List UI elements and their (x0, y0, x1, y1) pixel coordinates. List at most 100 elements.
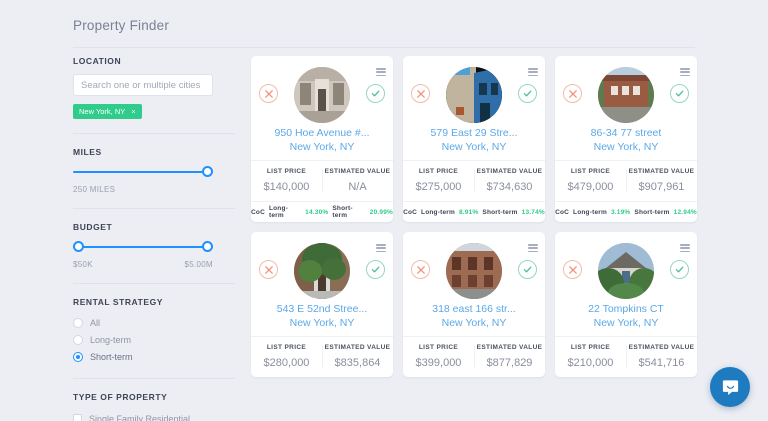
accept-property-button[interactable] (366, 260, 385, 279)
estimated-value-header: ESTIMATED VALUE (476, 168, 543, 175)
divider (555, 336, 697, 337)
list-price-cell: LIST PRICE $399,000 (403, 344, 474, 369)
hamburger-menu-icon[interactable] (680, 243, 690, 253)
miles-slider-knob[interactable] (202, 166, 213, 177)
list-price-header: LIST PRICE (570, 168, 611, 175)
budget-slider[interactable] (73, 240, 213, 254)
accept-property-button[interactable] (670, 260, 689, 279)
property-title[interactable]: 86-34 77 street (590, 127, 662, 139)
hamburger-menu-icon[interactable] (528, 67, 538, 77)
property-card[interactable]: 318 east 166 str... New York, NY LIST PRIC… (403, 232, 545, 377)
short-term-label: Short-term (332, 205, 353, 219)
list-price-value: $140,000 (263, 181, 310, 193)
search-input[interactable] (73, 74, 213, 96)
budget-slider-knob-min[interactable] (73, 241, 84, 252)
property-title[interactable]: 318 east 166 str... (432, 303, 516, 315)
hamburger-menu-icon[interactable] (528, 243, 538, 253)
coc-label: CoC (555, 208, 570, 216)
accept-property-button[interactable] (518, 260, 537, 279)
property-card-grid: 950 Hoe Avenue #... New York, NY LIST PRIC… (251, 56, 699, 377)
property-card[interactable]: 22 Tompkins CT New York, NY LIST PRICE $210… (555, 232, 697, 377)
property-card[interactable]: 86-34 77 street New York, NY LIST PRICE $47… (555, 56, 697, 222)
location-chip[interactable]: New York, NY × (73, 104, 142, 119)
radio-option-short-term[interactable]: Short-term (73, 349, 235, 364)
accept-property-button[interactable] (670, 84, 689, 103)
property-city: New York, NY (441, 141, 507, 153)
coc-label: CoC (403, 208, 418, 216)
miles-slider[interactable] (73, 165, 213, 179)
reject-property-button[interactable] (563, 260, 582, 279)
radio-option-long-term[interactable]: Long-term (73, 332, 235, 347)
page-header: Property Finder (73, 18, 695, 48)
estimated-value-value: $907,961 (638, 181, 685, 193)
list-price-cell: LIST PRICE $140,000 (251, 168, 322, 193)
location-label: LOCATION (73, 56, 122, 66)
divider (73, 283, 235, 284)
miles-label: MILES (73, 147, 102, 157)
filter-budget: BUDGET $50K $5.00M (73, 222, 235, 269)
checkbox-icon[interactable] (73, 414, 82, 421)
property-card[interactable]: 543 E 52nd Stree... New York, NY LIST PRIC… (251, 232, 393, 377)
estimated-value-cell: ESTIMATED VALUE $877,829 (474, 344, 545, 369)
estimated-value-cell: ESTIMATED VALUE $907,961 (626, 168, 697, 193)
radio-label: Short-term (90, 351, 133, 362)
reject-property-button[interactable] (411, 260, 430, 279)
hamburger-menu-icon[interactable] (376, 67, 386, 77)
location-chip-label: New York, NY (79, 107, 126, 116)
price-row: LIST PRICE $479,000 ESTIMATED VALUE $907,96… (555, 161, 697, 201)
radio-icon[interactable] (73, 334, 83, 345)
check-icon (675, 90, 684, 97)
card-media (555, 64, 697, 126)
property-title[interactable]: 22 Tompkins CT (588, 303, 664, 315)
hamburger-menu-icon[interactable] (376, 243, 386, 253)
price-row: LIST PRICE $140,000 ESTIMATED VALUE N/A (251, 161, 393, 201)
estimated-value-cell: ESTIMATED VALUE $835,864 (322, 344, 393, 369)
list-price-header: LIST PRICE (418, 344, 459, 351)
divider (73, 378, 235, 379)
radio-icon-selected[interactable] (73, 351, 83, 362)
short-term-value: 13.74% (521, 208, 545, 216)
filters-sidebar: LOCATION New York, NY × MILES 250 MILES … (73, 56, 235, 421)
budget-slider-knob-max[interactable] (202, 241, 213, 252)
long-term-label: Long-term (268, 205, 289, 219)
radio-option-all[interactable]: All (73, 315, 235, 330)
reject-property-button[interactable] (563, 84, 582, 103)
property-card[interactable]: 579 East 29 Stre... New York, NY LIST PRIC… (403, 56, 545, 222)
coc-metrics-row: CoC Long-term 3.19% Short-term 12.94% (555, 202, 697, 222)
short-term-value: 12.94% (673, 208, 697, 216)
filter-miles: MILES 250 MILES (73, 147, 235, 194)
estimated-value-value: $541,716 (638, 357, 685, 369)
price-row: LIST PRICE $275,000 ESTIMATED VALUE $734,63… (403, 161, 545, 201)
card-media (555, 240, 697, 302)
property-title[interactable]: 950 Hoe Avenue #... (274, 127, 370, 139)
hamburger-menu-icon[interactable] (680, 67, 690, 77)
budget-label: BUDGET (73, 222, 113, 232)
reject-property-button[interactable] (259, 260, 278, 279)
property-photo (598, 67, 654, 123)
reject-property-button[interactable] (259, 84, 278, 103)
budget-max-caption: $5.00M (184, 260, 213, 269)
radio-icon[interactable] (73, 317, 83, 328)
chip-remove-icon[interactable]: × (131, 107, 136, 116)
property-title[interactable]: 579 East 29 Stre... (430, 127, 518, 139)
list-price-cell: LIST PRICE $210,000 (555, 344, 626, 369)
property-title[interactable]: 543 E 52nd Stree... (276, 303, 368, 315)
intercom-launcher-button[interactable] (710, 367, 750, 407)
property-photo (446, 67, 502, 123)
estimated-value-header: ESTIMATED VALUE (324, 168, 391, 175)
accept-property-button[interactable] (366, 84, 385, 103)
close-icon (416, 89, 425, 98)
estimated-value-value: $734,630 (486, 181, 533, 193)
reject-property-button[interactable] (411, 84, 430, 103)
filter-rental-strategy: RENTAL STRATEGY All Long-term Short-term (73, 297, 235, 364)
check-icon (523, 266, 532, 273)
accept-property-button[interactable] (518, 84, 537, 103)
list-price-cell: LIST PRICE $479,000 (555, 168, 626, 193)
property-card[interactable]: 950 Hoe Avenue #... New York, NY LIST PRIC… (251, 56, 393, 222)
divider (403, 336, 545, 337)
divider (251, 160, 393, 161)
list-price-header: LIST PRICE (570, 344, 611, 351)
card-media (403, 64, 545, 126)
checkbox-single-family-residential[interactable]: Single Family Residential (73, 410, 235, 421)
